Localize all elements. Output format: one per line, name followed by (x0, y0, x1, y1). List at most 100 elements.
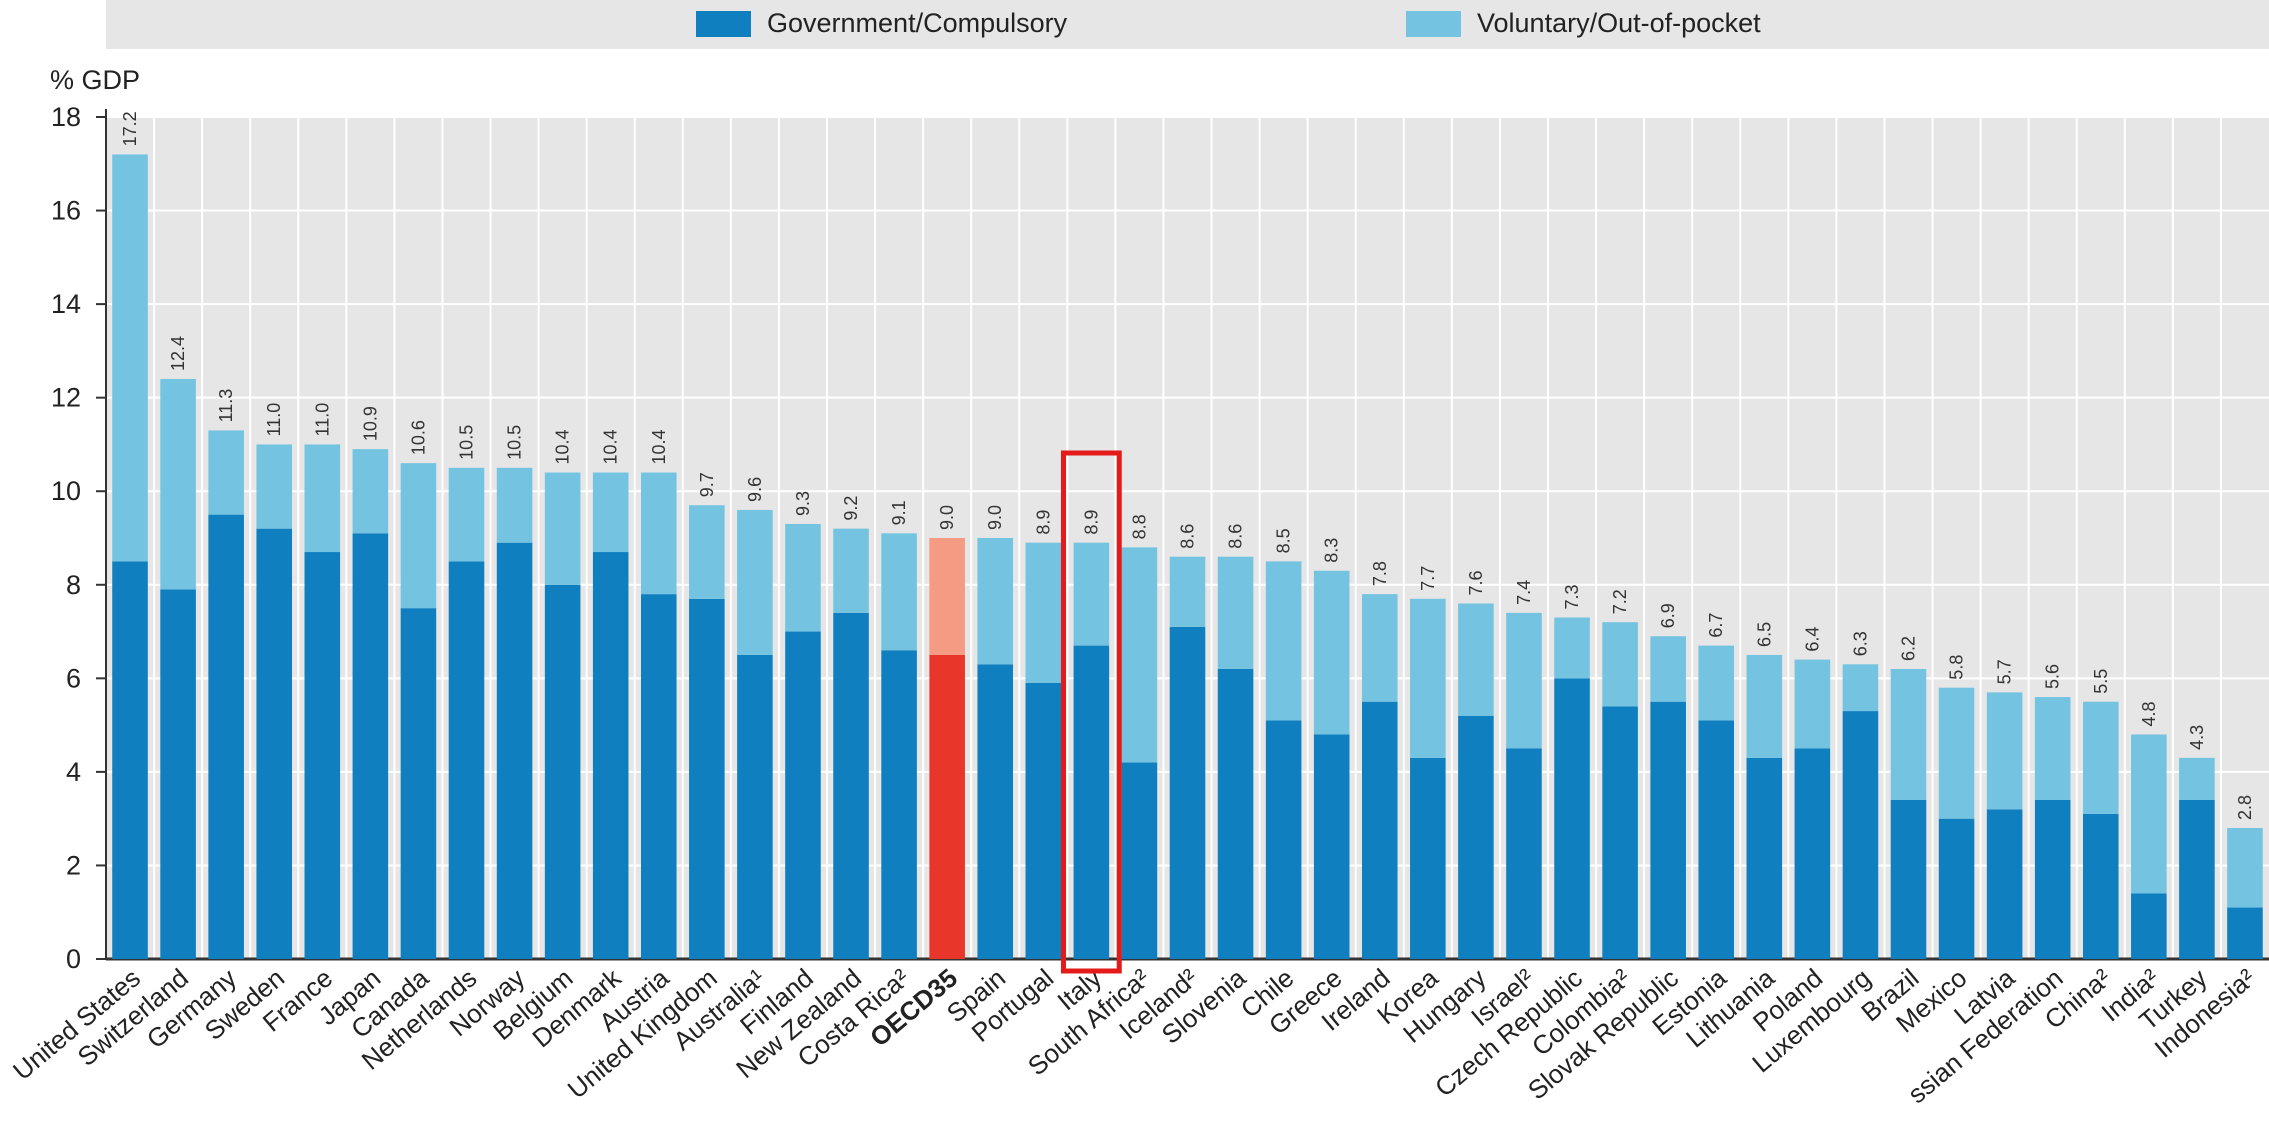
bar-voluntary (1217, 556, 1254, 669)
bar-total-label: 6.2 (1899, 636, 1919, 661)
bar-government (592, 552, 629, 959)
bar-voluntary (1794, 659, 1831, 749)
legend-label-government: Government/Compulsory (767, 8, 1068, 38)
bar-voluntary (785, 523, 821, 632)
bar-government (977, 664, 1014, 959)
bar-voluntary (1169, 556, 1206, 627)
bar-voluntary (2179, 757, 2215, 800)
bar-government (1938, 818, 1975, 959)
bar-total-label: 9.2 (841, 496, 861, 521)
bar-total-label: 9.1 (889, 500, 909, 525)
legend-swatch-voluntary (1406, 10, 1461, 37)
bar-voluntary (1410, 598, 1446, 758)
bar-total-label: 7.8 (1370, 561, 1390, 586)
bar-voluntary (1025, 542, 1062, 684)
bar-voluntary (1890, 668, 1927, 800)
bar-government (640, 594, 677, 959)
bar-voluntary (689, 505, 725, 599)
bar-total-label: 10.5 (505, 425, 525, 460)
bar-government (208, 514, 244, 959)
bar-government (1073, 645, 1110, 959)
y-tick-label: 6 (66, 663, 81, 693)
y-tick-label: 2 (66, 850, 81, 880)
bar-total-label: 11.0 (312, 403, 332, 437)
bar-total-label: 9.0 (985, 505, 1005, 530)
bar-voluntary (2227, 828, 2263, 908)
bar-voluntary (112, 154, 148, 562)
bar-government (112, 561, 148, 959)
bar-total-label: 17.2 (120, 111, 140, 146)
legend-label-voluntary: Voluntary/Out-of-pocket (1477, 8, 1761, 38)
bar-voluntary (1458, 603, 1494, 716)
legend-item-government: Government/Compulsory (696, 8, 1067, 39)
bar-voluntary (544, 472, 581, 585)
bar-total-label: 5.8 (1947, 655, 1967, 680)
bar-voluntary (1938, 687, 1975, 819)
bar-voluntary (2034, 697, 2071, 800)
bar-government (544, 584, 581, 959)
bar-total-label: 5.5 (2091, 669, 2111, 694)
bar-total-label: 9.0 (937, 505, 957, 530)
bar-total-label: 7.6 (1466, 570, 1486, 595)
bar-voluntary (1073, 542, 1110, 646)
legend-item-voluntary: Voluntary/Out-of-pocket (1406, 8, 1761, 39)
bar-voluntary (160, 378, 196, 590)
bar-total-label: 9.3 (793, 491, 813, 516)
bar-voluntary (977, 538, 1014, 665)
bar-voluntary (256, 444, 293, 529)
bar-total-label: 10.4 (553, 429, 573, 464)
bar-voluntary (496, 467, 533, 543)
bar-voluntary (1650, 636, 1686, 702)
bar-voluntary (2082, 701, 2119, 814)
bar-government (2131, 893, 2167, 959)
bar-voluntary (1986, 692, 2023, 810)
bar-voluntary (1361, 594, 1398, 702)
bar-voluntary (1121, 547, 1158, 763)
bar-voluntary (929, 538, 965, 655)
bar-voluntary (304, 444, 341, 553)
bar-government (1265, 720, 1302, 959)
bar-total-label: 6.9 (1658, 603, 1678, 628)
bar-total-label: 6.3 (1850, 631, 1870, 656)
bar-voluntary (448, 467, 485, 562)
bar-government (1121, 762, 1158, 959)
y-tick-label: 8 (66, 570, 81, 600)
bar-government (929, 654, 965, 959)
bar-total-label: 9.7 (697, 472, 717, 497)
bar-government (352, 533, 389, 959)
bar-government (1986, 809, 2023, 959)
bar-government (2179, 799, 2215, 959)
bar-government (256, 528, 293, 959)
bar-government (1650, 701, 1686, 959)
y-tick-label: 14 (51, 289, 81, 319)
bar-total-label: 7.4 (1514, 580, 1534, 605)
bar-government (1458, 715, 1494, 959)
bar-voluntary (2131, 734, 2167, 894)
y-tick-label: 12 (51, 383, 81, 413)
bar-total-label: 2.8 (2235, 795, 2255, 820)
bar-government (881, 650, 917, 959)
bar-voluntary (208, 430, 244, 515)
bar-total-label: 8.8 (1129, 514, 1149, 539)
bar-total-label: 7.7 (1418, 566, 1438, 591)
bar-total-label: 10.9 (360, 406, 380, 441)
bar-total-label: 12.4 (168, 336, 188, 371)
y-axis-label: % GDP (50, 65, 140, 95)
bar-government (833, 612, 869, 959)
bar-government (2034, 799, 2071, 959)
bar-government (1842, 711, 1879, 959)
bar-government (1506, 748, 1542, 959)
y-tick-label: 16 (51, 196, 81, 226)
bar-government (448, 561, 485, 959)
bar-total-label: 10.6 (408, 420, 428, 455)
bar-total-label: 6.5 (1754, 622, 1774, 647)
y-tick-label: 10 (51, 476, 81, 506)
bar-total-label: 8.9 (1033, 510, 1053, 535)
bar-voluntary (1602, 622, 1638, 707)
bar-government (1602, 706, 1638, 959)
bar-total-label: 5.6 (2043, 664, 2063, 689)
bar-government (2082, 813, 2119, 959)
bar-government (400, 608, 437, 959)
bar-voluntary (1698, 645, 1735, 721)
bar-total-label: 10.5 (457, 425, 477, 460)
